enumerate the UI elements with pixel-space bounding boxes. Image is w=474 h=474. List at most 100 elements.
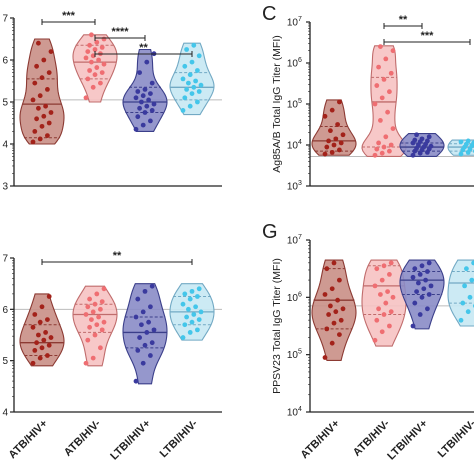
data-point xyxy=(196,53,202,59)
data-point xyxy=(372,283,378,289)
data-point xyxy=(39,123,45,129)
data-point xyxy=(83,312,89,317)
data-point xyxy=(186,306,191,312)
y-tick-exponent: 7 xyxy=(298,234,302,241)
data-point xyxy=(140,360,146,366)
data-point xyxy=(46,70,52,75)
data-point xyxy=(133,378,139,384)
y-tick-exponent: 5 xyxy=(298,349,302,356)
y-tick-exponent: 6 xyxy=(298,57,302,64)
significance-label: ** xyxy=(113,250,122,262)
x-category-label: LTBI/HIV- xyxy=(436,417,474,460)
data-point xyxy=(48,335,54,340)
data-point xyxy=(36,332,41,338)
data-point xyxy=(39,304,45,310)
data-point xyxy=(92,72,98,78)
data-point xyxy=(85,49,91,54)
data-point xyxy=(324,144,330,150)
data-point xyxy=(331,142,337,148)
data-point xyxy=(410,152,416,158)
data-point xyxy=(142,110,148,115)
data-point xyxy=(99,299,105,305)
data-point xyxy=(32,80,38,86)
data-point xyxy=(41,57,47,63)
data-point xyxy=(135,296,141,302)
data-point xyxy=(387,89,392,95)
data-point xyxy=(43,330,48,335)
data-point xyxy=(340,306,346,312)
data-point xyxy=(191,84,197,90)
y-tick-label: 10 xyxy=(287,293,299,304)
data-point xyxy=(89,317,94,322)
data-point xyxy=(333,136,339,142)
data-point xyxy=(34,116,39,122)
y-tick-label: 10 xyxy=(287,59,299,70)
data-point xyxy=(94,65,100,70)
data-point xyxy=(98,345,103,351)
data-point xyxy=(182,291,188,297)
data-point xyxy=(85,304,91,310)
data-point xyxy=(140,93,146,99)
data-point xyxy=(137,105,143,111)
violin-shape xyxy=(19,38,65,145)
data-point xyxy=(85,337,91,343)
data-point xyxy=(458,317,464,323)
data-point xyxy=(337,147,342,153)
data-point xyxy=(378,44,383,49)
data-point xyxy=(151,101,157,107)
data-point xyxy=(133,314,139,320)
y-tick-label: 5 xyxy=(2,356,8,367)
data-point xyxy=(144,103,150,109)
data-point xyxy=(412,137,418,143)
data-point xyxy=(137,70,143,75)
data-point xyxy=(99,70,105,75)
data-point xyxy=(187,296,193,302)
data-point xyxy=(471,260,474,266)
data-point xyxy=(39,345,45,351)
data-point xyxy=(101,61,107,67)
y-tick-label: 3 xyxy=(2,182,8,193)
data-point xyxy=(338,140,344,146)
data-point xyxy=(381,312,387,317)
data-point xyxy=(329,286,335,292)
data-point xyxy=(139,322,144,328)
data-point xyxy=(144,59,150,65)
data-point xyxy=(390,126,396,131)
data-point xyxy=(417,272,423,277)
data-point xyxy=(381,144,387,150)
data-point xyxy=(428,283,434,289)
data-point xyxy=(372,152,378,158)
data-point xyxy=(416,280,421,286)
x-category-label: ATB/HIV+ xyxy=(7,418,51,462)
data-point xyxy=(32,129,38,134)
data-point xyxy=(96,314,101,320)
data-point xyxy=(90,84,96,90)
data-point xyxy=(198,309,204,315)
data-point xyxy=(87,324,92,330)
data-point xyxy=(184,47,190,52)
data-point xyxy=(387,148,392,154)
data-point xyxy=(385,289,390,294)
violin-shape xyxy=(447,259,474,327)
data-point xyxy=(322,113,328,119)
data-point xyxy=(94,322,100,328)
data-point xyxy=(39,75,45,81)
data-point xyxy=(464,266,469,272)
data-point xyxy=(189,91,195,96)
data-point xyxy=(374,83,380,88)
data-point xyxy=(30,139,36,145)
data-point xyxy=(388,260,394,266)
data-point xyxy=(388,309,394,315)
data-point xyxy=(458,139,464,145)
data-point xyxy=(189,319,195,325)
data-point xyxy=(378,118,383,123)
data-point xyxy=(387,323,392,329)
violin-shape xyxy=(169,42,215,116)
data-point xyxy=(90,53,96,59)
data-point xyxy=(148,118,153,124)
data-point xyxy=(383,300,389,306)
x-category-label: LTBI/HIV+ xyxy=(108,418,153,463)
data-point xyxy=(191,312,197,317)
